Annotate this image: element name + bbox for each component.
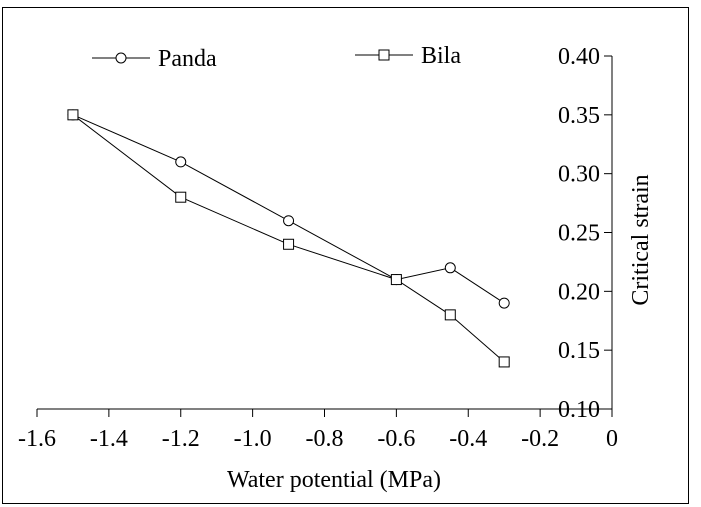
data-point-square <box>390 274 402 286</box>
x-tick-label: -0.6 <box>377 426 415 452</box>
data-point-square <box>175 191 187 203</box>
legend-label: Panda <box>158 46 217 72</box>
series-line <box>72 114 505 363</box>
x-tick-label: -0.8 <box>306 426 344 452</box>
legend-circle-icon <box>115 52 127 64</box>
frame-border <box>2 7 689 504</box>
y-tick-label: 0.25 <box>558 221 600 247</box>
data-point-circle <box>175 156 187 168</box>
x-tick-label: -0.2 <box>521 426 559 452</box>
y-tick-label: 0.20 <box>558 279 600 305</box>
axes: -1.6 -1.4 -1.2 -1.0 -0.8 -0.6 -0.4 -0.2 00.10 0.1… <box>18 44 618 452</box>
y-axis-title: Critical strain <box>628 174 654 305</box>
x-tick-label: -1.4 <box>90 426 128 452</box>
x-tick-label: -1.2 <box>162 426 200 452</box>
legend-item: Bila <box>355 43 461 69</box>
data-point-square <box>283 238 295 250</box>
series-line <box>72 114 505 304</box>
data-point-square <box>67 109 79 121</box>
data-point-circle <box>283 215 295 227</box>
y-tick-label: 0.40 <box>558 44 600 70</box>
data-point-circle <box>498 297 510 309</box>
legend-label: Bila <box>421 43 461 69</box>
series-bila <box>67 109 510 368</box>
x-tick-label: -1.0 <box>234 426 272 452</box>
legend-square-icon <box>378 49 390 61</box>
data-point-square <box>444 309 456 321</box>
data-point-circle <box>444 262 456 274</box>
x-tick-label: 0 <box>606 426 618 452</box>
series-layer <box>67 109 510 368</box>
y-tick-label: 0.15 <box>558 338 600 364</box>
legend: Panda Bila <box>92 43 461 72</box>
legend-item: Panda <box>92 46 217 72</box>
y-tick-label: 0.10 <box>558 397 600 423</box>
data-point-square <box>498 356 510 368</box>
series-panda <box>67 109 510 309</box>
y-tick-label: 0.30 <box>558 162 600 188</box>
x-tick-label: -0.4 <box>449 426 487 452</box>
y-tick-label: 0.35 <box>558 103 600 129</box>
x-axis-title: Water potential (MPa) <box>227 467 441 493</box>
x-tick-label: -1.6 <box>18 426 56 452</box>
